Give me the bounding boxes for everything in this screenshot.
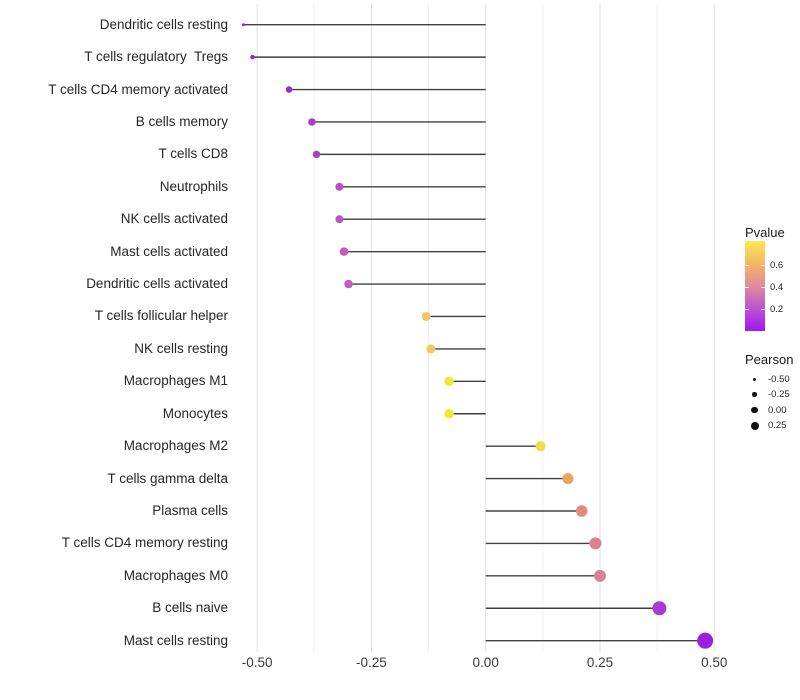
x-axis-tick-label: -0.25 — [356, 655, 387, 670]
size-legend-label: -0.25 — [768, 389, 790, 400]
lollipop-dot — [308, 118, 316, 126]
size-legend-dot — [753, 377, 756, 381]
colorbar-tick-mark — [745, 265, 749, 267]
y-axis-label: Mast cells resting — [123, 632, 228, 648]
lollipop-dot — [697, 632, 714, 649]
y-axis-label: T cells CD4 memory activated — [48, 81, 228, 97]
y-axis-label: B cells naive — [152, 600, 228, 616]
y-axis-label: T cells CD4 memory resting — [61, 535, 228, 551]
lollipop-dot — [444, 408, 454, 419]
size-legend-dot — [752, 392, 757, 397]
y-axis-label: Plasma cells — [152, 503, 228, 518]
x-axis-tick-label: 0.25 — [586, 655, 614, 670]
lollipop-dot — [250, 54, 255, 60]
y-axis-label: Macrophages M1 — [123, 373, 228, 389]
colorbar-tick-mark — [761, 265, 765, 267]
size-legend-dot — [751, 406, 758, 414]
x-axis-tick-label: 0.00 — [472, 655, 499, 670]
y-axis-label: NK cells activated — [120, 211, 228, 227]
lollipop-dot — [444, 376, 454, 387]
colorbar-tick-label: 0.2 — [770, 304, 784, 316]
y-axis-label: NK cells resting — [134, 340, 228, 356]
lollipop-dot — [285, 86, 293, 93]
lollipop-dot — [652, 601, 667, 616]
pearson-legend-title: Pearson — [745, 352, 794, 367]
lollipop-dot — [339, 247, 349, 256]
size-legend-dot — [750, 421, 759, 430]
y-axis-label: T cells regulatory Tregs — [84, 49, 228, 65]
lollipop-dot — [575, 505, 588, 517]
colorbar-tick-mark — [745, 286, 749, 288]
y-axis-label: T cells CD8 — [158, 146, 228, 162]
y-axis-label: B cells memory — [135, 113, 228, 129]
lollipop-dot — [312, 150, 321, 159]
colorbar-tick-mark — [745, 309, 749, 311]
lollipop-dot — [535, 441, 546, 452]
y-axis-label: Dendritic cells resting — [99, 16, 228, 32]
y-axis-label: T cells gamma delta — [107, 470, 228, 486]
colorbar-tick-mark — [761, 309, 765, 311]
pvalue-legend-title: Pvalue — [745, 225, 785, 240]
x-axis-tick-label: 0.50 — [701, 655, 728, 670]
x-axis-tick-label: -0.50 — [241, 655, 273, 670]
pvalue-colorbar — [745, 241, 765, 331]
lollipop-dot — [594, 569, 606, 582]
size-legend-label: 0.25 — [768, 420, 787, 431]
y-axis-label: Neutrophils — [159, 178, 228, 194]
colorbar-tick-label: 0.6 — [770, 260, 784, 272]
lollipop-dot — [426, 344, 436, 354]
lollipop-dot — [562, 473, 574, 485]
y-axis-label: Mast cells activated — [110, 243, 228, 259]
y-axis-label: Macrophages M2 — [123, 438, 228, 454]
y-axis-label: Macrophages M0 — [123, 567, 228, 583]
size-legend-label: 0.00 — [768, 404, 787, 416]
lollipop-dot — [335, 182, 344, 191]
y-axis-label: Monocytes — [162, 405, 228, 421]
size-legend-label: -0.50 — [768, 373, 790, 385]
lollipop-dot — [241, 23, 245, 27]
y-axis-label: Dendritic cells activated — [86, 276, 228, 292]
y-axis-label: T cells follicular helper — [94, 308, 228, 324]
lollipop-dot — [589, 537, 602, 550]
colorbar-tick-label: 0.4 — [770, 281, 784, 293]
lollipop-dot — [335, 215, 344, 224]
lollipop-dot — [421, 311, 431, 321]
lollipop-dot — [344, 279, 353, 289]
colorbar-tick-mark — [761, 286, 765, 288]
